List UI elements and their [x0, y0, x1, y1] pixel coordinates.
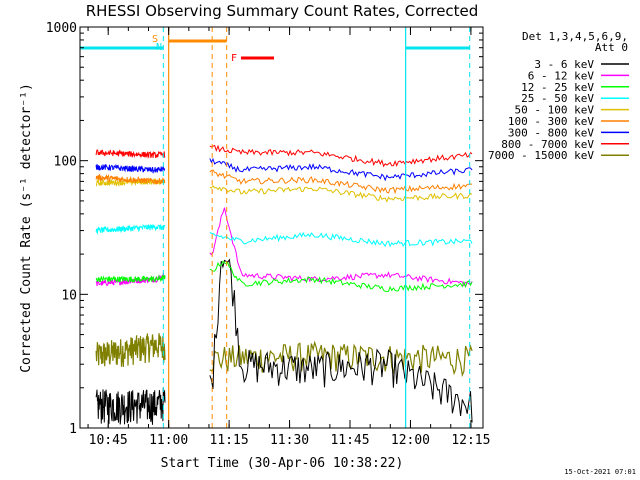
x-tick-label: 10:45	[89, 433, 128, 448]
series-line-7-seg-1	[95, 163, 166, 174]
series-line-2-seg-2	[209, 207, 473, 287]
legend-label-2: 6 - 12 keV	[528, 69, 595, 82]
marker-s-label: S	[152, 34, 158, 45]
x-tick-label: 11:45	[330, 433, 369, 448]
y-tick-label: 1000	[46, 21, 77, 36]
x-tick-label: 11:15	[210, 433, 249, 448]
y-tick-label: 1	[69, 422, 77, 437]
series-line-5-seg-2	[209, 184, 473, 203]
series-line-1-seg-1	[95, 387, 166, 425]
legend-label-1: 3 - 6 keV	[534, 58, 594, 71]
marker-n-label: N	[156, 42, 162, 53]
series-line-1-seg-2	[209, 258, 473, 423]
series-line-4-seg-2	[209, 231, 473, 248]
legend-header-line-2: Att 0	[595, 41, 628, 54]
series-line-6-seg-2	[209, 169, 473, 195]
x-tick-label: 11:30	[270, 433, 309, 448]
plot-frame	[79, 26, 484, 429]
marker-f-label: F	[231, 53, 237, 64]
series-line-9-seg-2	[209, 340, 473, 378]
x-tick-label: 11:00	[149, 433, 188, 448]
legend-label-8: 800 - 7000 keV	[501, 138, 594, 151]
series-line-4-seg-1	[95, 223, 166, 235]
y-tick-label: 100	[54, 155, 77, 170]
x-tick-label: 12:15	[451, 433, 490, 448]
footer-timestamp: 15-Oct-2021 07:01	[564, 468, 636, 476]
legend-header-line-1: Det 1,3,4,5,6,9,	[522, 30, 628, 43]
series-line-9-seg-1	[95, 333, 166, 368]
legend-label-5: 50 - 100 keV	[515, 104, 595, 117]
legend-label-7: 300 - 800 keV	[508, 126, 594, 139]
legend-label-4: 25 - 50 keV	[521, 92, 594, 105]
series-line-7-seg-2	[209, 157, 473, 182]
y-axis-label: Corrected Count Rate (s⁻¹ detector⁻¹)	[19, 83, 34, 373]
legend-label-6: 100 - 300 keV	[508, 115, 594, 128]
series-line-8-seg-1	[95, 149, 166, 159]
series-line-3-seg-1	[95, 274, 166, 284]
legend-label-3: 12 - 25 keV	[521, 81, 594, 94]
x-axis-label: Start Time (30-Apr-06 10:38:22)	[161, 456, 404, 471]
x-tick-label: 12:00	[391, 433, 430, 448]
y-tick-label: 10	[61, 288, 77, 303]
chart-title: RHESSI Observing Summary Count Rates, Co…	[86, 2, 479, 20]
series-line-6-seg-1	[95, 173, 166, 186]
series-line-3-seg-2	[209, 260, 473, 292]
series-line-2-seg-1	[95, 271, 166, 287]
legend-label-9: 7000 - 15000 keV	[488, 149, 594, 162]
series-line-8-seg-2	[209, 144, 473, 168]
